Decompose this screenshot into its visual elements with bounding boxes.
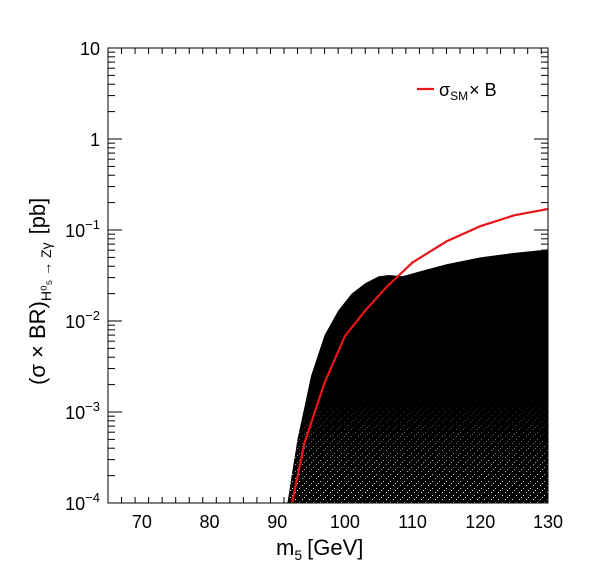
y-tick-label: 1 — [90, 130, 100, 150]
x-axis-label: m5 [GeV] — [276, 535, 363, 563]
legend-label: σSM× B — [439, 80, 497, 103]
y-tick-label: 10−2 — [65, 308, 100, 332]
y-tick-label: 10−4 — [65, 490, 100, 514]
scatter-band-sparse-region — [287, 249, 548, 503]
legend: σSM× B — [417, 80, 497, 103]
y-tick-label: 10−1 — [65, 217, 100, 241]
sm-line-group — [291, 207, 548, 503]
x-tick-label: 80 — [200, 512, 220, 532]
x-tick-label: 120 — [465, 512, 495, 532]
x-tick-label: 70 — [132, 512, 152, 532]
x-tick-label: 110 — [398, 512, 427, 532]
sm-expectation-line — [291, 207, 548, 503]
x-tick-label: 130 — [533, 512, 563, 532]
scatter-band-group — [287, 249, 548, 503]
plot-frame — [107, 47, 549, 504]
x-tick-label: 90 — [267, 512, 287, 532]
x-tick-label: 100 — [330, 512, 360, 532]
y-tick-label: 10 — [80, 39, 100, 59]
x-axis-ticks: 70 80 90 100 110 120 130 — [107, 48, 563, 532]
y-axis-ticks: 10−4 10−3 10−2 10−1 1 10 — [65, 39, 548, 514]
y-tick-label: 10−3 — [65, 399, 100, 423]
y-axis-label: (σ × BR)H⁰₅ → Zγ[pb] — [25, 198, 54, 385]
